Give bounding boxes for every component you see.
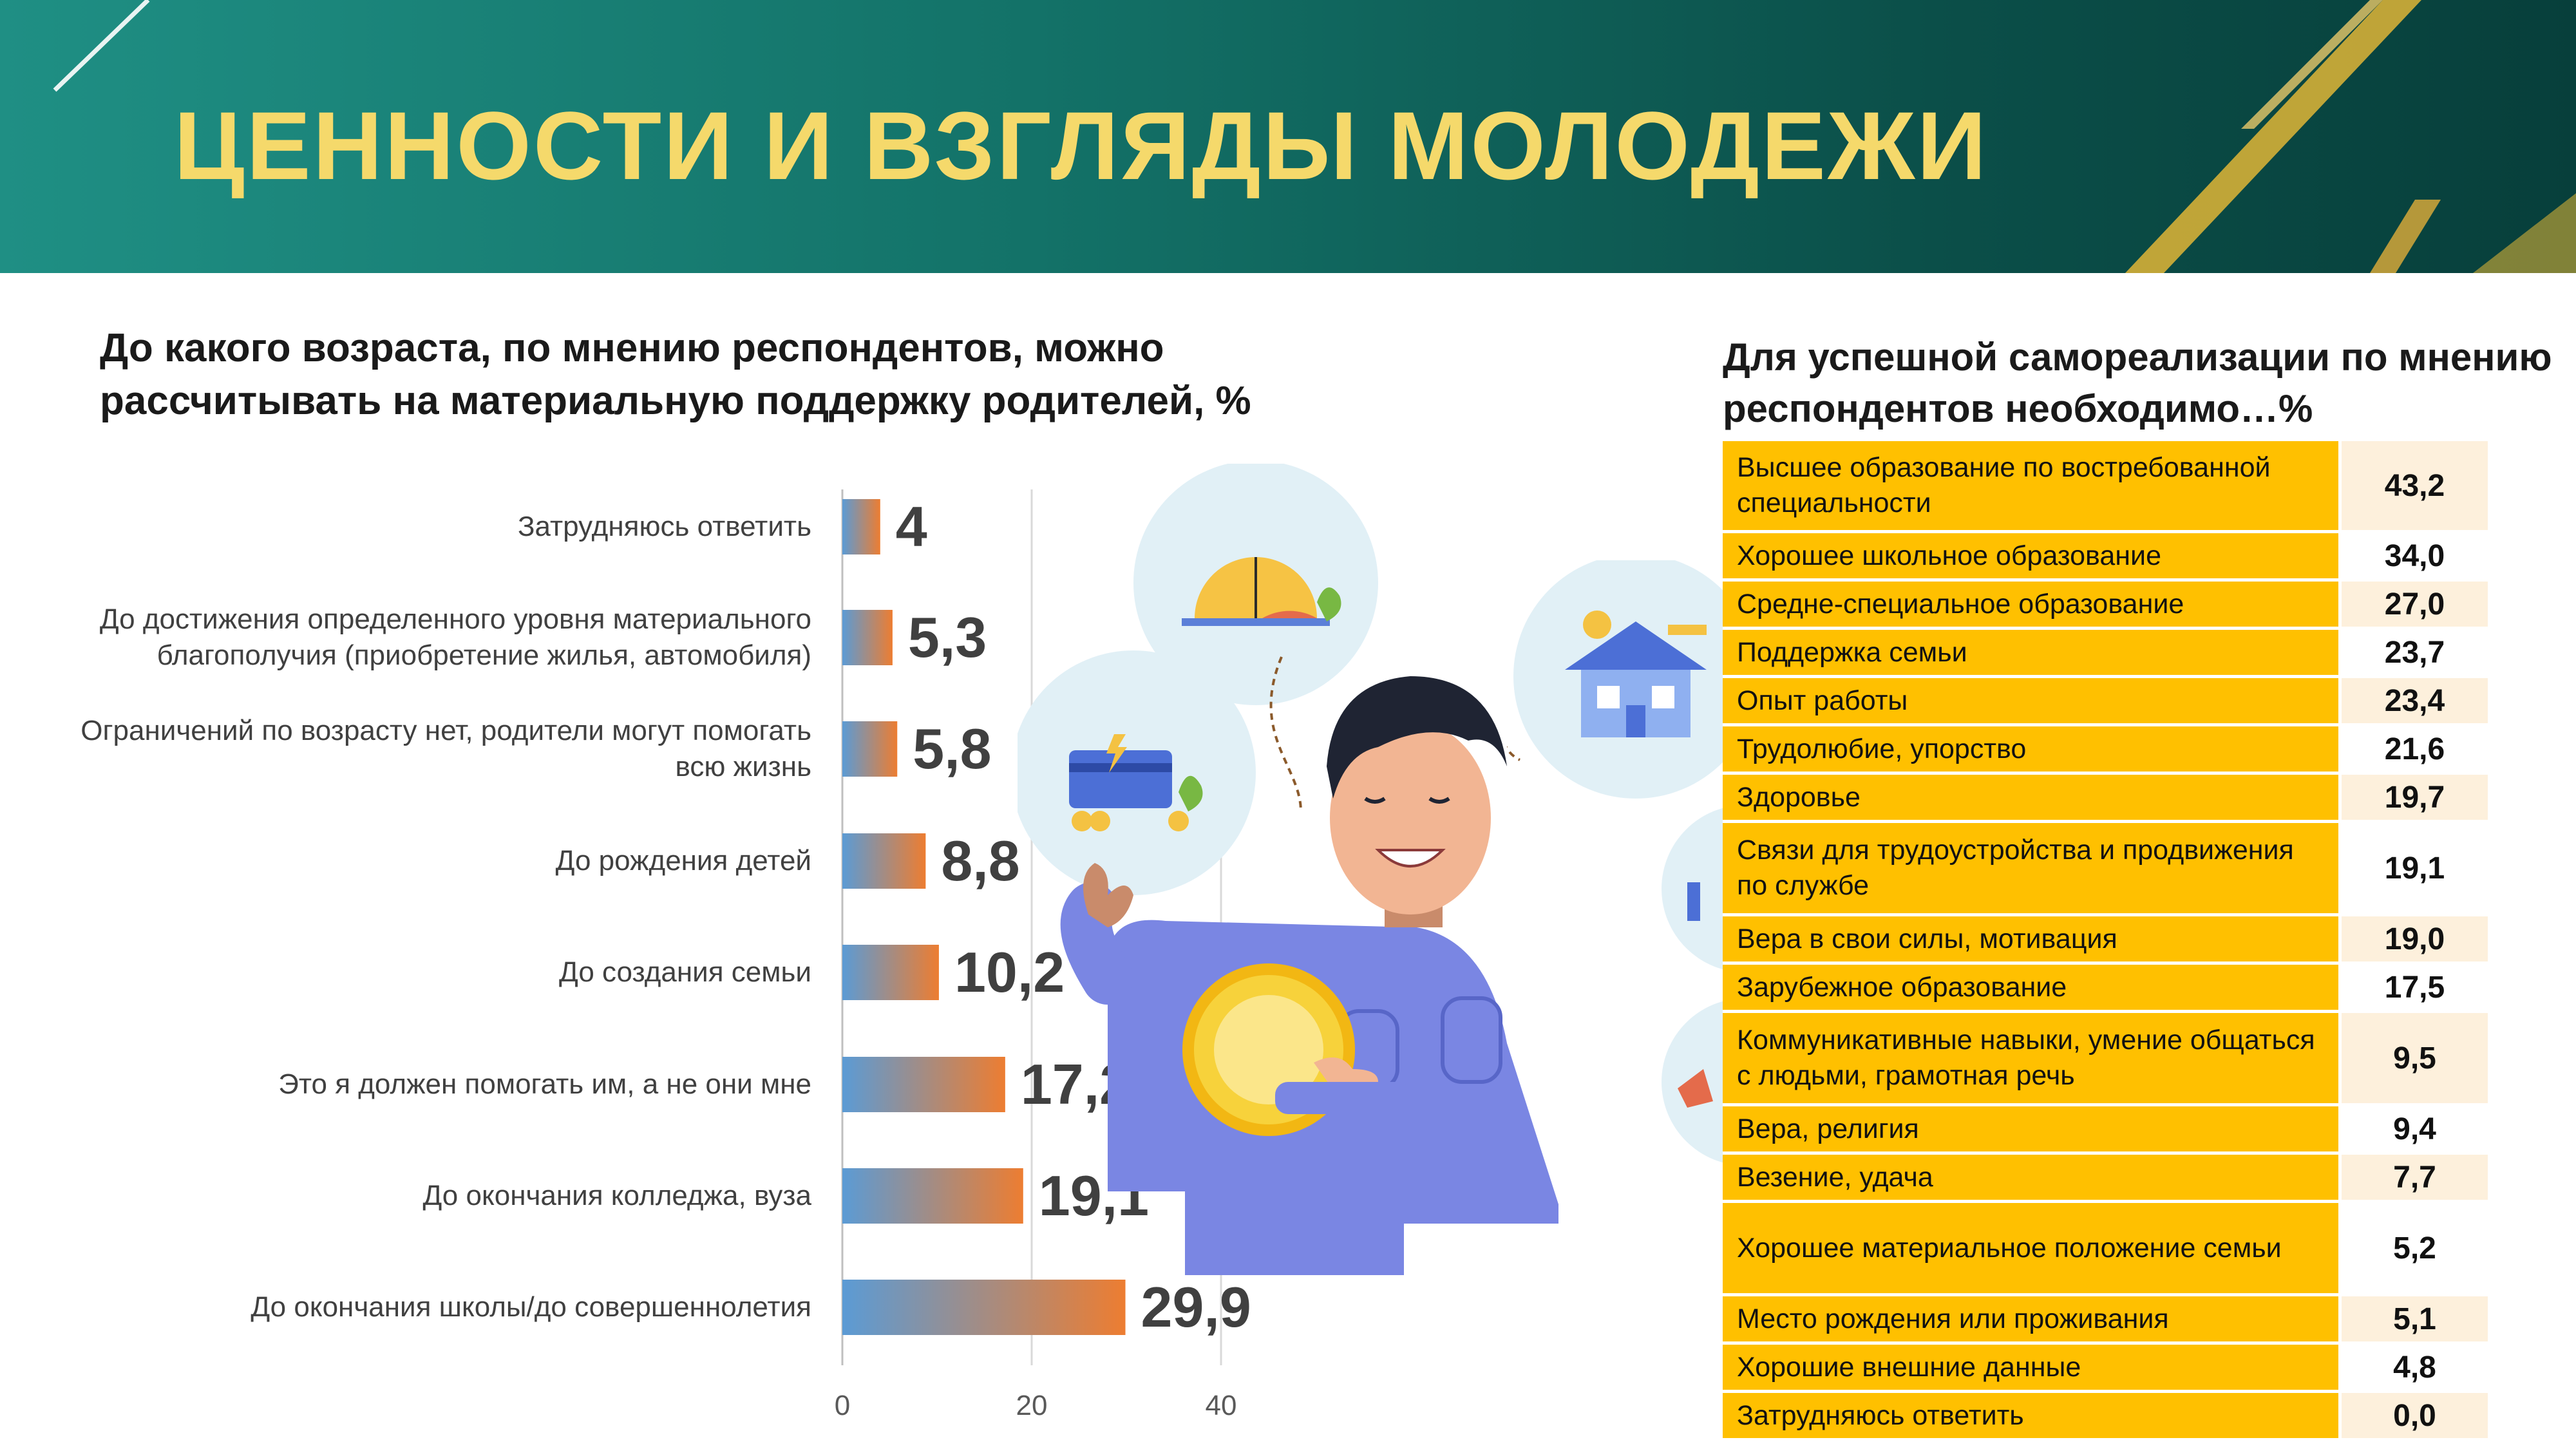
table-row: Затрудняюсь ответить 0,0 [1723, 1393, 2488, 1441]
table-row: Хорошее школьное образование 34,0 [1723, 533, 2488, 582]
bar [842, 1168, 1023, 1224]
table-row: Место рождения или проживания 5,1 [1723, 1296, 2488, 1345]
data-label: 5,3 [908, 605, 987, 669]
table-row: Средне-специальное образование 27,0 [1723, 582, 2488, 630]
table-row: Хорошие внешние данные 4,8 [1723, 1345, 2488, 1393]
table-row: Зарубежное образование 17,5 [1723, 965, 2488, 1013]
factor-value: 9,4 [2342, 1106, 2488, 1151]
factor-label: Средне-специальное образование [1723, 582, 2342, 627]
data-label: 4 [896, 495, 927, 558]
factor-value: 5,2 [2342, 1203, 2488, 1293]
factor-value: 19,0 [2342, 916, 2488, 961]
bar [842, 721, 898, 777]
factor-value: 23,4 [2342, 678, 2488, 723]
factor-value: 5,1 [2342, 1296, 2488, 1341]
factor-value: 19,1 [2342, 823, 2488, 913]
card-icon [1069, 734, 1203, 831]
category-label: До создания семьи [559, 956, 811, 988]
category-label: До окончания школы/до совершеннолетия [251, 1291, 811, 1323]
factors-table: Высшее образование по востребованной спе… [1723, 441, 2488, 1441]
factor-label: Высшее образование по востребованной спе… [1723, 441, 2342, 530]
factor-label: Вера в свои силы, мотивация [1723, 916, 2342, 961]
table-row: Здоровье 19,7 [1723, 775, 2488, 823]
table-row: Везение, удача 7,7 [1723, 1155, 2488, 1203]
factor-value: 19,7 [2342, 775, 2488, 820]
category-label: Это я должен помогать им, а не они мне [278, 1068, 811, 1100]
table-row: Высшее образование по востребованной спе… [1723, 441, 2488, 533]
table-row: Хорошее материальное положение семьи 5,2 [1723, 1203, 2488, 1296]
bar [842, 1057, 1005, 1112]
x-tick-label: 0 [835, 1390, 850, 1421]
category-label: Затрудняюсь ответить [517, 511, 811, 542]
factor-value: 7,7 [2342, 1155, 2488, 1200]
house-illustration [1507, 560, 1758, 799]
factor-label: Везение, удача [1723, 1155, 2342, 1200]
decorative-stripes [53, 0, 2576, 273]
bar [842, 1280, 1126, 1335]
category-label: До рождения детей [555, 845, 811, 876]
factor-value: 17,5 [2342, 965, 2488, 1010]
factor-label: Опыт работы [1723, 678, 2342, 723]
factor-value: 34,0 [2342, 533, 2488, 578]
bar [842, 833, 926, 889]
data-label: 10,2 [954, 940, 1065, 1004]
factor-value: 23,7 [2342, 630, 2488, 675]
table-row: Опыт работы 23,4 [1723, 678, 2488, 726]
factor-value: 4,8 [2342, 1345, 2488, 1390]
factor-label: Вера, религия [1723, 1106, 2342, 1151]
factor-label: Поддержка семьи [1723, 630, 2342, 675]
factor-label: Хорошее школьное образование [1723, 533, 2342, 578]
page-title: ЦЕННОСТИ И ВЗГЛЯДЫ МОЛОДЕЖИ [174, 91, 1989, 200]
factor-value: 9,5 [2342, 1013, 2488, 1103]
data-label: 5,8 [913, 717, 991, 781]
factor-label: Затрудняюсь ответить [1723, 1393, 2342, 1438]
factor-label: Зарубежное образование [1723, 965, 2342, 1010]
table-row: Связи для трудоустройства и продвижения … [1723, 823, 2488, 916]
table-row: Вера, религия 9,4 [1723, 1106, 2488, 1155]
header-banner: ЦЕННОСТИ И ВЗГЛЯДЫ МОЛОДЕЖИ [0, 0, 2576, 273]
category-label: Ограничений по возрасту нет, родители мо… [80, 715, 811, 782]
factor-label: Хорошее материальное положение семьи [1723, 1203, 2342, 1293]
x-tick-label: 20 [1016, 1390, 1048, 1421]
factor-label: Трудолюбие, упорство [1723, 726, 2342, 772]
bar [842, 499, 880, 554]
factor-label: Хорошие внешние данные [1723, 1345, 2342, 1390]
bar [842, 945, 939, 1000]
table-row: Поддержка семьи 23,7 [1723, 630, 2488, 678]
table-row: Трудолюбие, упорство 21,6 [1723, 726, 2488, 775]
person-figure [1060, 676, 1558, 1275]
factor-value: 0,0 [2342, 1393, 2488, 1438]
house-icon [1565, 611, 1707, 737]
factor-value: 43,2 [2342, 441, 2488, 530]
data-label: 8,8 [941, 829, 1019, 893]
factor-label: Коммуникативные навыки, умение общаться … [1723, 1013, 2342, 1103]
side-bubbles [1662, 807, 1726, 1164]
gauge-icon [1182, 557, 1341, 626]
table-row: Коммуникативные навыки, умение общаться … [1723, 1013, 2488, 1106]
category-label: До достижения определенного уровня матер… [99, 603, 811, 671]
factor-label: Связи для трудоустройства и продвижения … [1723, 823, 2342, 913]
table-title: Для успешной самореализации по мнению ре… [1723, 336, 2552, 430]
table-row: Вера в свои силы, мотивация 19,0 [1723, 916, 2488, 965]
illustration [1018, 464, 1558, 1275]
category-label: До окончания колледжа, вуза [422, 1180, 811, 1211]
bar [842, 610, 893, 665]
factor-label: Здоровье [1723, 775, 2342, 820]
factor-label: Место рождения или проживания [1723, 1296, 2342, 1341]
data-label: 29,9 [1141, 1275, 1251, 1339]
factor-value: 21,6 [2342, 726, 2488, 772]
factor-value: 27,0 [2342, 582, 2488, 627]
face [1330, 721, 1491, 914]
x-tick-label: 40 [1206, 1390, 1237, 1421]
chart-title: До какого возраста, по мнению респондент… [100, 326, 1251, 423]
